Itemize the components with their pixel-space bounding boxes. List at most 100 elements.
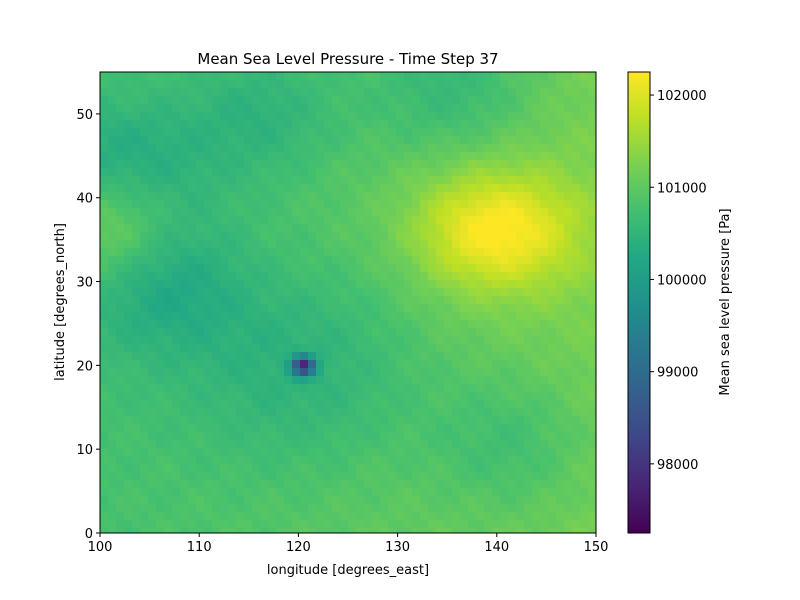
heatmap-cell: [332, 352, 341, 361]
heatmap-cell: [308, 312, 317, 321]
heatmap-cell: [572, 408, 581, 417]
heatmap-cell: [364, 472, 373, 481]
heatmap-cell: [564, 256, 573, 265]
heatmap-cell: [212, 472, 221, 481]
heatmap-cell: [332, 96, 341, 105]
heatmap-cell: [508, 512, 517, 521]
heatmap-cell: [332, 440, 341, 449]
heatmap-cell: [444, 440, 453, 449]
heatmap-cell: [164, 360, 173, 369]
heatmap-cell: [396, 232, 405, 241]
heatmap-cell: [548, 208, 557, 217]
heatmap-cell: [220, 184, 229, 193]
heatmap-cell: [484, 464, 493, 473]
heatmap-cell: [564, 88, 573, 97]
heatmap-cell: [580, 168, 589, 177]
heatmap-cell: [380, 416, 389, 425]
colorbar: [627, 71, 651, 534]
heatmap-cell: [396, 456, 405, 465]
heatmap-cell: [524, 416, 533, 425]
heatmap-cell: [116, 520, 125, 529]
heatmap-cell: [108, 320, 117, 329]
heatmap-cell: [492, 248, 501, 257]
heatmap-cell: [580, 448, 589, 457]
heatmap-cell: [372, 208, 381, 217]
heatmap-cell: [580, 88, 589, 97]
heatmap-cell: [124, 432, 133, 441]
heatmap-cell: [100, 464, 109, 473]
heatmap-cell: [316, 136, 325, 145]
heatmap-cell: [436, 416, 445, 425]
heatmap-cell: [300, 248, 309, 257]
heatmap-cell: [276, 400, 285, 409]
heatmap-cell: [364, 448, 373, 457]
heatmap-cell: [388, 240, 397, 249]
heatmap-cell: [300, 152, 309, 161]
heatmap-cell: [364, 304, 373, 313]
heatmap-cell: [292, 520, 301, 529]
heatmap-cell: [428, 128, 437, 137]
heatmap-cell: [524, 224, 533, 233]
heatmap-cell: [396, 312, 405, 321]
heatmap-cell: [500, 408, 509, 417]
heatmap-cell: [220, 192, 229, 201]
heatmap-cell: [460, 504, 469, 513]
heatmap-cell: [180, 216, 189, 225]
heatmap-cell: [372, 88, 381, 97]
heatmap-cell: [476, 80, 485, 89]
heatmap-cell: [524, 208, 533, 217]
heatmap-cell: [108, 512, 117, 521]
heatmap-cell: [556, 408, 565, 417]
heatmap-cell: [516, 392, 525, 401]
heatmap-cell: [580, 392, 589, 401]
heatmap-cell: [380, 296, 389, 305]
heatmap-cell: [468, 160, 477, 169]
heatmap-cell: [436, 456, 445, 465]
heatmap-cell: [332, 176, 341, 185]
heatmap-cell: [132, 80, 141, 89]
heatmap-cell: [412, 360, 421, 369]
heatmap-cell: [236, 184, 245, 193]
heatmap-cell: [380, 376, 389, 385]
heatmap-cell: [452, 408, 461, 417]
heatmap-cell: [132, 472, 141, 481]
heatmap-cell: [356, 112, 365, 121]
heatmap-cell: [500, 104, 509, 113]
heatmap: [100, 72, 597, 534]
heatmap-cell: [532, 200, 541, 209]
heatmap-cell: [188, 344, 197, 353]
heatmap-cell: [492, 264, 501, 273]
heatmap-cell: [388, 280, 397, 289]
heatmap-cell: [196, 144, 205, 153]
heatmap-cell: [396, 448, 405, 457]
heatmap-cell: [316, 424, 325, 433]
heatmap-cell: [444, 184, 453, 193]
heatmap-cell: [188, 168, 197, 177]
heatmap-cell: [116, 104, 125, 113]
heatmap-cell: [420, 176, 429, 185]
heatmap-cell: [508, 72, 517, 81]
heatmap-cell: [372, 456, 381, 465]
heatmap-cell: [404, 264, 413, 273]
heatmap-cell: [140, 440, 149, 449]
heatmap-cell: [268, 528, 277, 534]
heatmap-cell: [228, 256, 237, 265]
heatmap-cell: [460, 400, 469, 409]
heatmap-cell: [588, 128, 597, 137]
heatmap-cell: [204, 240, 213, 249]
heatmap-cell: [324, 400, 333, 409]
heatmap-cell: [116, 240, 125, 249]
y-tick-label: 40: [76, 192, 93, 207]
heatmap-cell: [252, 248, 261, 257]
heatmap-cell: [532, 280, 541, 289]
heatmap-cell: [260, 480, 269, 489]
heatmap-cell: [364, 456, 373, 465]
heatmap-cell: [548, 104, 557, 113]
heatmap-cell: [540, 184, 549, 193]
heatmap-cell: [292, 248, 301, 257]
heatmap-cell: [436, 192, 445, 201]
heatmap-cell: [156, 96, 165, 105]
heatmap-cell: [556, 304, 565, 313]
heatmap-cell: [468, 472, 477, 481]
heatmap-cell: [276, 264, 285, 273]
